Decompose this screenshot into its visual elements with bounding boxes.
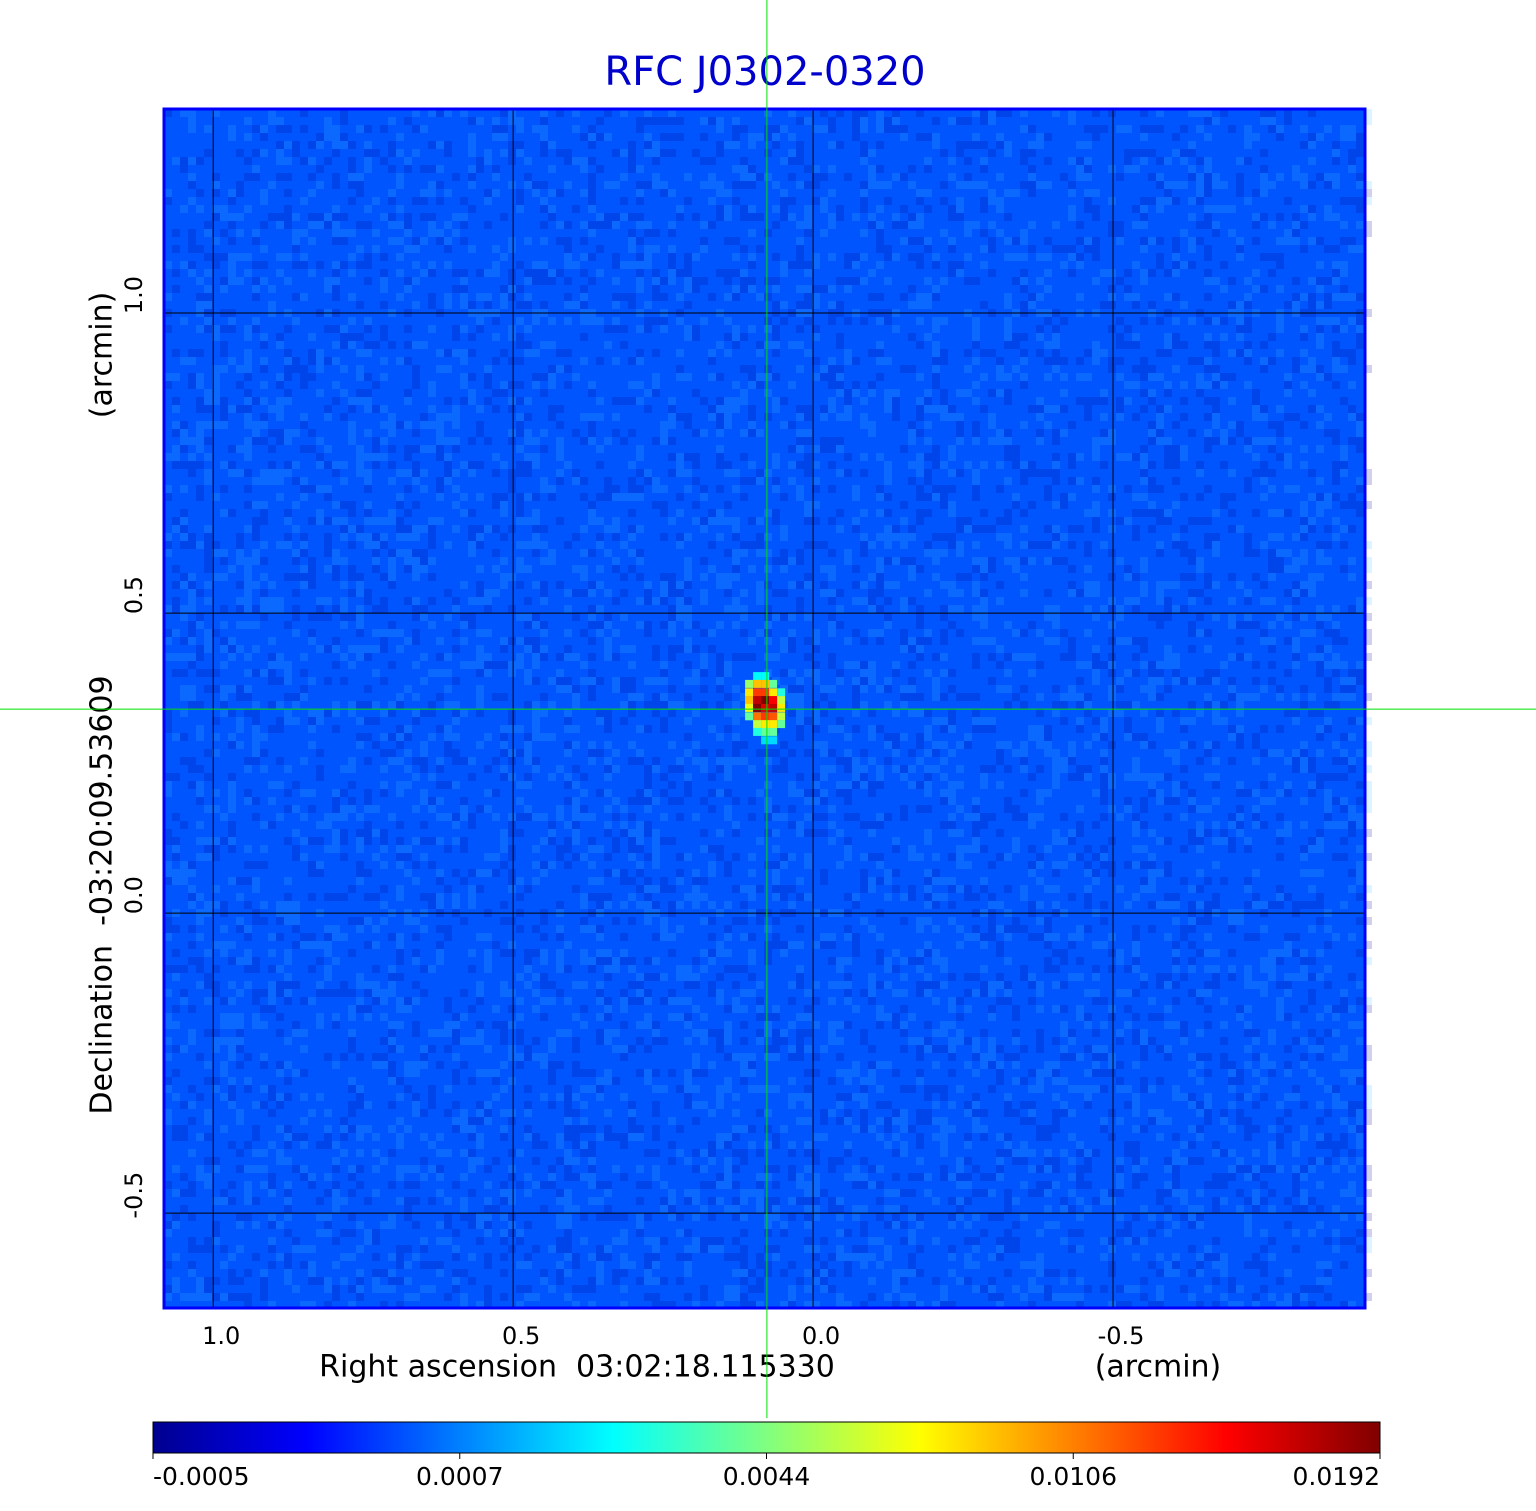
image-pixel	[753, 703, 762, 712]
image-pixel	[769, 696, 778, 705]
image-pixel	[753, 720, 762, 729]
y-axis-unit: (arcmin)	[85, 292, 120, 419]
image-pixel	[761, 703, 770, 712]
image-pixel	[753, 688, 762, 697]
x-axis-label: Right ascension 03:02:18.115330	[319, 1350, 835, 1385]
x-tick-label: 0.5	[502, 1322, 540, 1350]
image-pixel	[769, 712, 778, 721]
colorbar-tick-label: 0.0192	[1293, 1462, 1380, 1491]
image-pixel	[745, 688, 754, 697]
image-pixel	[761, 688, 770, 697]
image-pixel	[777, 688, 786, 697]
image-pixel	[753, 672, 762, 681]
y-tick-label: -0.5	[120, 1172, 148, 1219]
y-tick-label: 1.0	[120, 276, 148, 314]
x-tick-label: 0.0	[802, 1322, 840, 1350]
chart-title: RFC J0302-0320	[604, 49, 925, 95]
colorbar	[152, 1421, 1381, 1454]
colorbar-tick-label: 0.0007	[416, 1462, 503, 1491]
image-pixel	[769, 720, 778, 729]
image-pixel	[745, 679, 754, 688]
image-pixel	[761, 679, 770, 688]
image-pixel	[745, 712, 754, 721]
image-pixel	[769, 679, 778, 688]
colorbar-tick-label: 0.0044	[723, 1462, 810, 1491]
image-pixel	[761, 672, 770, 681]
image-pixel	[753, 712, 762, 721]
image-pixel	[769, 727, 778, 736]
colorbar-tick-label: -0.0005	[153, 1462, 250, 1491]
image-pixel	[761, 720, 770, 729]
x-tick-label: -0.5	[1098, 1322, 1145, 1350]
image-pixel	[769, 736, 778, 745]
image-pixel	[745, 696, 754, 705]
y-tick-label: 0.0	[120, 876, 148, 914]
colorbar-tick-label: 0.0106	[1030, 1462, 1117, 1491]
image-pixel	[753, 727, 762, 736]
image-pixel	[753, 696, 762, 705]
image-pixel	[761, 712, 770, 721]
plot-border	[162, 107, 1367, 1310]
image-pixel	[777, 720, 786, 729]
x-axis-unit: (arcmin)	[1095, 1350, 1222, 1385]
image-pixel	[753, 679, 762, 688]
y-tick-label: 0.5	[120, 576, 148, 614]
image-pixel	[777, 712, 786, 721]
image-pixel	[769, 703, 778, 712]
image-pixel	[745, 703, 754, 712]
image-pixel	[761, 696, 770, 705]
image-pixel	[777, 703, 786, 712]
image-pixel	[769, 688, 778, 697]
x-tick-label: 1.0	[202, 1322, 240, 1350]
image-pixel	[777, 696, 786, 705]
image-pixel	[761, 727, 770, 736]
image-pixel	[761, 736, 770, 745]
y-axis-label: Declination -03:20:09.53609	[85, 675, 120, 1114]
